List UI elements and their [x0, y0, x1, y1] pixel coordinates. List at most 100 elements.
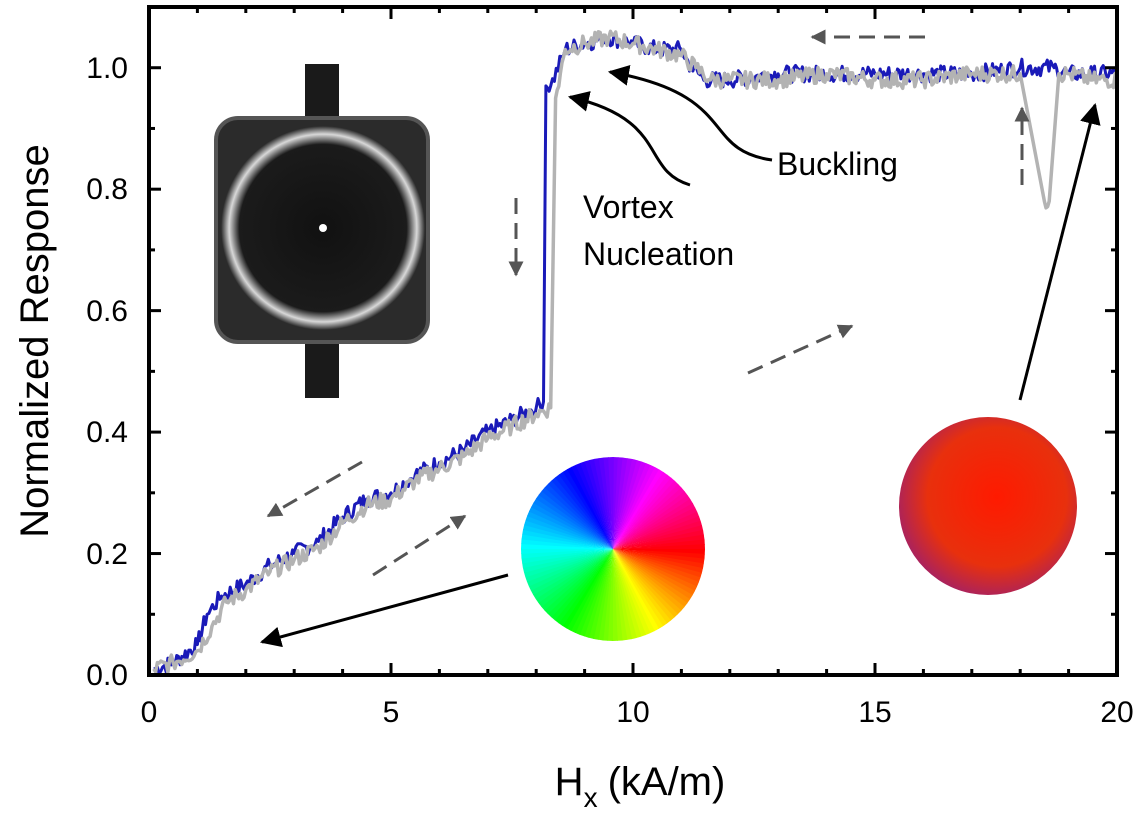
color-wheel-segment — [613, 467, 665, 549]
color-wheel-segment — [536, 489, 613, 549]
color-wheel-segment — [613, 510, 702, 549]
color-wheel-segment — [613, 463, 657, 549]
color-wheel-segment — [553, 549, 613, 626]
color-wheel-segment — [612, 549, 618, 641]
annotation-nucleation: Nucleation — [583, 236, 734, 272]
color-wheel-segment — [613, 549, 638, 641]
ytick-label: 0.2 — [86, 538, 128, 571]
color-wheel-segment — [613, 497, 695, 549]
color-wheel-segment — [613, 534, 705, 549]
color-wheel-segment — [546, 478, 613, 549]
color-wheel-segment — [523, 549, 613, 583]
axis-ticks — [147, 5, 1119, 677]
color-wheel-segment — [521, 549, 613, 559]
color-wheel-segment — [613, 489, 690, 549]
color-wheel-segment — [613, 482, 684, 549]
color-wheel-segment — [613, 549, 643, 641]
color-wheel-segment — [613, 549, 687, 613]
color-wheel-segment — [613, 479, 681, 549]
color-wheel-segment — [613, 549, 623, 641]
color-wheel-segment — [566, 464, 613, 549]
color-wheel-segment — [549, 549, 613, 623]
vortex-state-inset — [521, 457, 705, 641]
color-wheel-segment — [613, 493, 693, 549]
color-wheel-segment — [529, 501, 613, 549]
color-wheel-segment — [536, 549, 613, 609]
color-wheel-segment — [521, 549, 613, 569]
color-wheel-segment — [557, 469, 613, 549]
xtick-label: 5 — [383, 696, 400, 729]
color-wheel-segment — [613, 549, 692, 605]
color-wheel-segment — [561, 467, 613, 549]
color-wheel-segment — [557, 549, 613, 628]
color-wheel-segment — [613, 549, 669, 629]
color-wheel-segment — [613, 461, 652, 549]
ytick-label: 0.4 — [86, 416, 128, 449]
color-wheel-segment — [569, 549, 613, 635]
color-wheel-segment — [613, 549, 701, 588]
color-wheel-segment — [613, 549, 673, 626]
color-wheel-segment — [613, 486, 687, 549]
color-wheel-segment — [521, 549, 613, 579]
xtick-label: 0 — [141, 696, 158, 729]
color-wheel-segment — [553, 472, 613, 549]
color-wheel-segment — [613, 472, 673, 549]
annotation-arrows — [259, 64, 1101, 648]
color-wheel-segment — [561, 549, 613, 631]
color-wheel-segment — [613, 524, 705, 549]
color-wheel-segment — [613, 470, 669, 549]
color-wheel-segment — [574, 460, 613, 549]
color-wheel-segment — [525, 510, 613, 549]
xtick-label: 10 — [616, 696, 649, 729]
color-wheel-segment — [527, 505, 613, 549]
color-wheel-segment — [521, 548, 613, 554]
color-wheel-segment — [613, 539, 705, 549]
annotation-vortex: Vortex — [583, 189, 674, 225]
color-wheel-segment — [613, 549, 633, 641]
sweep-direction-arrows — [266, 29, 1030, 577]
color-wheel-segment — [603, 457, 613, 549]
color-wheel-segment — [550, 475, 613, 549]
x-axis-label-subscript: x — [584, 782, 598, 813]
color-wheel-segment — [533, 549, 613, 605]
color-wheel-segment — [613, 549, 628, 641]
color-wheel-segment — [543, 481, 613, 549]
color-wheel-segment — [613, 549, 676, 623]
color-wheel-segment — [613, 549, 647, 639]
down-left-arrow — [266, 460, 363, 518]
color-wheel-segment — [539, 485, 613, 549]
series-line-sweep-2 — [152, 29, 1117, 675]
color-wheel-segment — [579, 459, 613, 549]
vortex-state-arrow — [259, 573, 509, 648]
up-right-arrow-low — [372, 514, 467, 577]
color-wheel-segment — [526, 549, 613, 592]
color-wheel-segment — [570, 462, 613, 549]
ytick-label: 0.8 — [86, 173, 128, 206]
color-wheel-segment — [613, 549, 656, 636]
color-wheel-segment — [613, 549, 697, 597]
color-wheel-segment — [524, 549, 613, 588]
color-wheel-segment — [539, 549, 613, 612]
color-wheel-segment — [528, 549, 613, 596]
color-wheel-segment — [565, 549, 613, 633]
color-wheel-segment — [521, 549, 613, 574]
color-wheel-segment — [593, 457, 613, 549]
saturated-state-inset — [899, 417, 1077, 595]
color-wheel-segment — [613, 475, 677, 549]
color-wheel-segment — [613, 549, 652, 638]
color-wheel-segment — [531, 549, 613, 601]
color-wheel-segment — [613, 544, 705, 550]
xtick-label: 20 — [1100, 696, 1133, 729]
color-wheel-segment — [613, 549, 690, 609]
color-wheel-segment — [545, 549, 613, 619]
color-wheel-segment — [613, 549, 699, 593]
saturated-state-arrow — [1018, 102, 1101, 401]
color-wheel-segment — [534, 493, 613, 549]
color-wheel-segment — [613, 549, 680, 620]
color-wheel-segment — [613, 549, 665, 631]
buckling-arrow — [607, 64, 773, 162]
color-wheel-segment — [613, 519, 705, 549]
y-axis-label: Normalized Response — [13, 144, 57, 538]
color-wheel-segment — [613, 515, 703, 549]
